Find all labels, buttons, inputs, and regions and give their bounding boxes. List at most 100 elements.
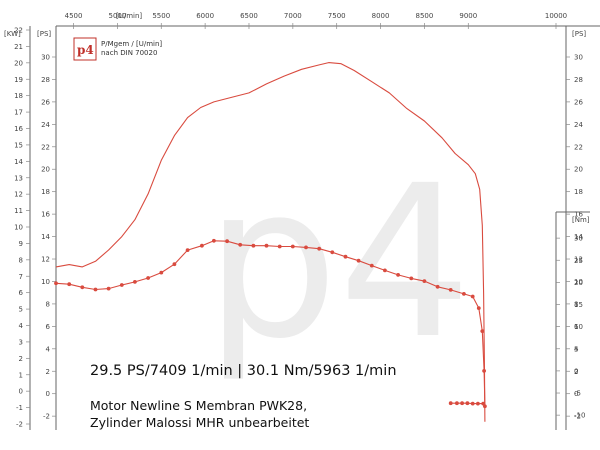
torque-point xyxy=(185,248,190,253)
kw-tick-label: 3 xyxy=(19,338,23,346)
ps-right-tick-label: 24 xyxy=(574,121,583,129)
x-tick-label: 10000 xyxy=(545,12,567,20)
kw-tick-label: 13 xyxy=(14,174,23,182)
logo-text: p4 xyxy=(77,43,94,57)
kw-tick-label: 1 xyxy=(19,371,23,379)
kw-tick-label: 15 xyxy=(14,141,23,149)
nm-tick-label: -5 xyxy=(574,390,581,398)
ps-right-tick-label: 16 xyxy=(574,211,583,219)
torque-point xyxy=(119,283,124,287)
x-tick-label: 8500 xyxy=(416,12,434,20)
nm-tick-label: 10 xyxy=(574,323,583,331)
x-tick-label: 5000 xyxy=(108,12,126,20)
logo-stamp: p4 xyxy=(73,37,97,61)
torque-point xyxy=(483,404,487,409)
torque-point xyxy=(465,401,470,406)
torque-point xyxy=(396,273,400,277)
torque-point xyxy=(54,281,58,286)
torque-point xyxy=(251,243,256,248)
torque-point xyxy=(317,246,322,251)
ps-right-tick-label: 30 xyxy=(574,54,583,62)
ps-right-unit-label: [PS] xyxy=(572,30,586,38)
torque-point xyxy=(133,280,137,284)
ps-tick-label: 22 xyxy=(41,143,50,151)
torque-point xyxy=(290,244,295,249)
ps-tick-label: 4 xyxy=(46,345,51,353)
ps-tick-label: 26 xyxy=(41,98,50,106)
ps-right-tick-label: 12 xyxy=(574,256,583,264)
torque-point xyxy=(80,285,85,290)
x-tick-label: 6000 xyxy=(196,12,214,20)
torque-point xyxy=(480,329,485,333)
torque-point xyxy=(146,276,151,280)
ps-right-tick-label: 28 xyxy=(574,76,583,84)
torque-point xyxy=(330,250,335,255)
kw-tick-label: 8 xyxy=(19,256,23,264)
torque-point xyxy=(67,282,72,287)
kw-tick-label: 5 xyxy=(19,306,23,314)
kw-unit-label: [KW] xyxy=(4,30,21,38)
nm-unit-label: [Nm] xyxy=(572,216,590,224)
kw-tick-label: 10 xyxy=(14,224,23,232)
ps-tick-label: 14 xyxy=(41,233,50,241)
torque-point xyxy=(225,239,230,244)
x-tick-label: 6500 xyxy=(240,12,258,20)
nm-tick-label: 0 xyxy=(574,367,578,375)
torque-point xyxy=(93,287,98,292)
ps-right-tick-label: -2 xyxy=(574,413,581,421)
summary-text: 29.5 PS/7409 1/min | 30.1 Nm/5963 1/min xyxy=(90,363,397,379)
torque-point xyxy=(481,401,486,406)
ps-tick-label: 18 xyxy=(41,188,50,196)
torque-point xyxy=(482,369,486,373)
x-unit-label: [U/min] xyxy=(116,12,142,20)
kw-tick-label: -2 xyxy=(16,421,23,429)
kw-tick-label: 19 xyxy=(14,76,23,84)
nm-tick-label: 5 xyxy=(574,345,578,353)
ps-tick-label: 8 xyxy=(46,300,50,308)
ps-right-tick-label: 6 xyxy=(574,323,579,331)
x-tick-label: 7500 xyxy=(328,12,346,20)
torque-point xyxy=(277,244,282,249)
ps-right-tick-label: 22 xyxy=(574,143,583,151)
caption-line-2: Zylinder Malossi MHR unbearbeitet xyxy=(90,415,309,430)
ps-right-tick-label: 14 xyxy=(574,233,583,241)
torque-point xyxy=(470,401,475,406)
kw-tick-label: 20 xyxy=(14,59,23,67)
nm-tick-label: 25 xyxy=(574,257,583,265)
kw-tick-label: 21 xyxy=(14,43,23,51)
kw-tick-label: -1 xyxy=(16,404,23,412)
x-tick-label: 9000 xyxy=(459,12,477,20)
torque-point xyxy=(460,401,464,406)
axes-layer: [KW] [PS][U/min][PS][Nm]4500 5000 5500 6000 6… xyxy=(4,12,600,430)
nm-tick-label: 30 xyxy=(574,235,583,243)
x-tick-label: 7000 xyxy=(284,12,302,20)
kw-tick-label: 11 xyxy=(14,207,23,215)
torque-point xyxy=(470,294,475,299)
caption-line-1: Motor Newline S Membran PWK28, xyxy=(90,398,307,413)
curve-layer xyxy=(54,62,487,422)
kw-tick-label: 0 xyxy=(19,388,23,396)
kw-tick-label: 7 xyxy=(19,273,23,281)
torque-point xyxy=(462,292,466,296)
ps-right-tick-label: 20 xyxy=(574,166,583,174)
torque-point xyxy=(304,245,308,250)
torque-point xyxy=(476,401,480,406)
torque-point xyxy=(356,258,361,263)
ps-tick-label: -2 xyxy=(43,413,50,421)
kw-tick-label: 14 xyxy=(14,158,23,166)
kw-tick-label: 9 xyxy=(19,240,23,248)
power-curve-0 xyxy=(55,62,486,422)
ps-right-tick-label: 10 xyxy=(574,278,583,286)
torque-point xyxy=(409,276,414,281)
torque-point xyxy=(343,254,348,259)
kw-tick-label: 16 xyxy=(14,125,23,133)
torque-point xyxy=(435,284,440,289)
x-tick-label: 5500 xyxy=(152,12,170,20)
logo-box xyxy=(73,37,97,61)
kw-tick-label: 4 xyxy=(19,322,24,330)
torque-point xyxy=(159,270,164,275)
torque-point xyxy=(106,286,111,291)
kw-tick-label: 2 xyxy=(19,355,23,363)
torque-point xyxy=(455,401,459,406)
ps-right-tick-label: 26 xyxy=(574,98,583,106)
